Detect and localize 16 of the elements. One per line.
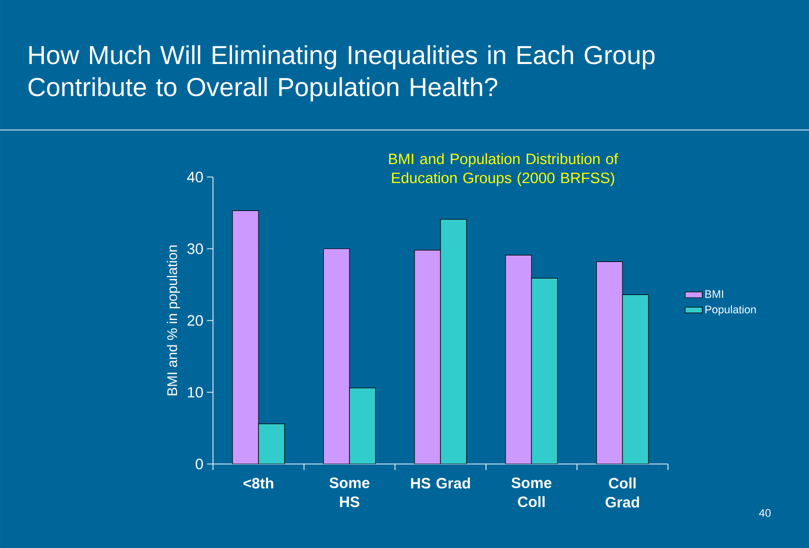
legend-label: Population bbox=[705, 305, 756, 316]
text: 40 bbox=[759, 509, 771, 517]
x-tick-label: Some HS bbox=[330, 478, 370, 508]
y-tick-label: 10 bbox=[188, 386, 203, 398]
x-tick-label: <8th bbox=[244, 478, 274, 489]
y-axis-title: BMI and % in population bbox=[166, 246, 180, 396]
y-tick-label: 40 bbox=[187, 172, 203, 182]
x-tick-label: HS Grad bbox=[411, 478, 470, 489]
chart-subtitle: BMI and Population Distribution of Education Groups (2000 BRFSS) bbox=[389, 153, 618, 186]
y-tick-label: 0 bbox=[196, 458, 203, 470]
chart-title: How Much Will Eliminating Inequalities in Each Group Contribute to Overall Population Health? bbox=[28, 45, 655, 102]
x-tick-label: Coll Grad bbox=[606, 478, 640, 508]
y-tick-label: 20 bbox=[188, 315, 203, 326]
legend-label: BMI bbox=[705, 290, 724, 298]
x-tick-label: Some Coll bbox=[512, 478, 552, 508]
y-tick-label: 30 bbox=[187, 243, 203, 254]
